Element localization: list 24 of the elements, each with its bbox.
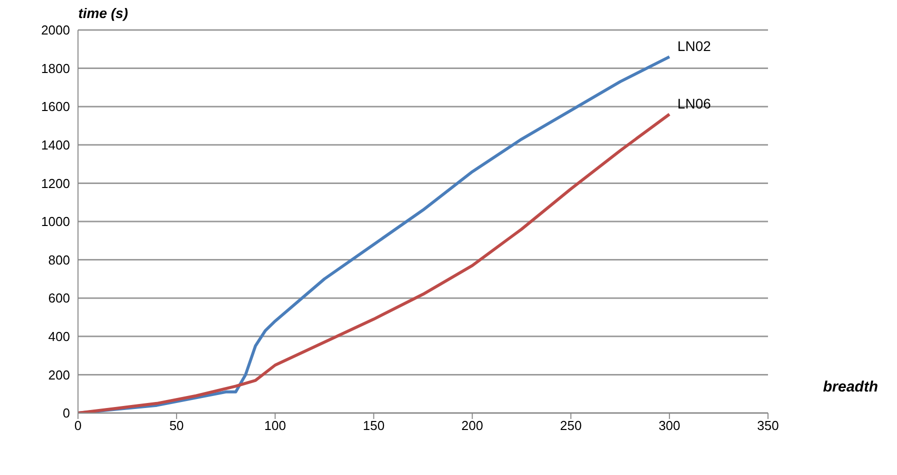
y-tick-label: 1800 bbox=[41, 60, 70, 76]
x-axis-title: breadth bbox=[822, 378, 878, 396]
line-series bbox=[78, 112, 671, 413]
y-tick-label: 2000 bbox=[41, 22, 70, 38]
x-tick-label: 0 bbox=[74, 418, 82, 434]
y-tick-label: 200 bbox=[48, 367, 70, 382]
series-label: LN06 bbox=[677, 95, 712, 112]
x-tick-label: 350 bbox=[757, 418, 779, 434]
y-tick-label: 0 bbox=[62, 406, 70, 421]
y-tick-label: 1000 bbox=[41, 214, 70, 230]
y-tick-label: 400 bbox=[48, 329, 70, 344]
x-tick-label: 300 bbox=[658, 418, 680, 434]
y-tick-label: 800 bbox=[48, 252, 70, 268]
series-label: LN02 bbox=[677, 38, 712, 54]
y-tick-label: 1600 bbox=[41, 99, 70, 114]
x-tick-label: 250 bbox=[560, 418, 582, 434]
y-tick-label: 1200 bbox=[41, 176, 70, 191]
y-tick-label: 600 bbox=[48, 290, 70, 306]
x-tick-label: 150 bbox=[362, 418, 385, 434]
y-axis-title: time (s) bbox=[78, 4, 128, 21]
x-tick-label: 200 bbox=[461, 418, 484, 434]
y-tick-label: 1400 bbox=[41, 138, 70, 153]
x-tick-label: 50 bbox=[169, 418, 184, 434]
x-tick-label: 100 bbox=[264, 418, 286, 434]
